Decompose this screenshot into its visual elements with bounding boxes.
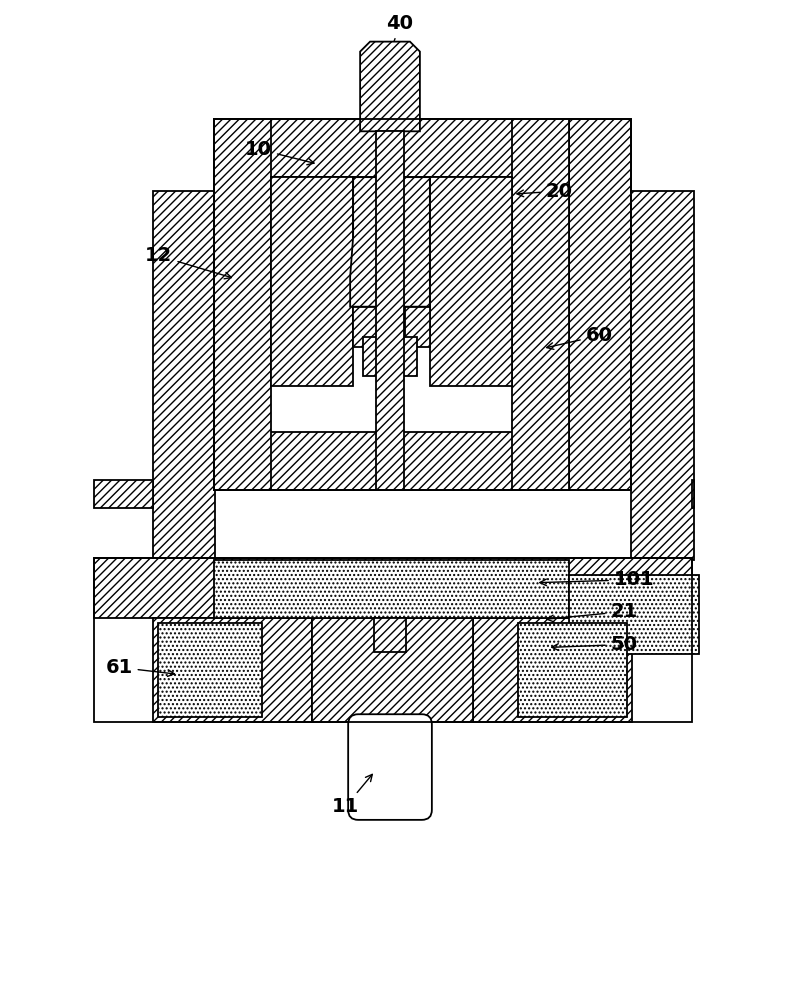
- FancyBboxPatch shape: [348, 714, 432, 820]
- Text: 10: 10: [245, 140, 314, 165]
- Text: 40: 40: [387, 14, 413, 49]
- Polygon shape: [350, 177, 430, 307]
- Bar: [94, 558, 692, 722]
- Bar: [152, 618, 312, 722]
- Bar: [374, 618, 406, 652]
- Polygon shape: [360, 42, 420, 131]
- Bar: [376, 131, 404, 490]
- Bar: [214, 119, 631, 490]
- Bar: [353, 307, 378, 347]
- Bar: [271, 177, 353, 386]
- Bar: [569, 575, 699, 654]
- Bar: [214, 119, 271, 490]
- Text: 20: 20: [517, 182, 573, 201]
- Bar: [214, 560, 569, 618]
- Bar: [214, 432, 569, 490]
- Bar: [94, 558, 692, 618]
- Text: 61: 61: [105, 658, 174, 677]
- Bar: [152, 191, 215, 560]
- Bar: [312, 618, 472, 722]
- Bar: [472, 618, 632, 722]
- Bar: [214, 119, 569, 490]
- Bar: [512, 119, 569, 490]
- Bar: [430, 177, 512, 386]
- Bar: [517, 623, 627, 717]
- Text: 60: 60: [547, 326, 613, 349]
- Bar: [158, 623, 263, 717]
- Bar: [631, 191, 694, 560]
- Bar: [214, 119, 569, 177]
- Text: 50: 50: [552, 635, 637, 654]
- Bar: [405, 307, 430, 347]
- Bar: [362, 337, 417, 376]
- Text: 12: 12: [145, 246, 231, 279]
- Text: 21: 21: [547, 602, 637, 622]
- Text: 11: 11: [332, 774, 373, 816]
- Bar: [94, 480, 152, 508]
- Bar: [569, 119, 631, 490]
- Text: 101: 101: [540, 570, 655, 589]
- Bar: [692, 480, 694, 508]
